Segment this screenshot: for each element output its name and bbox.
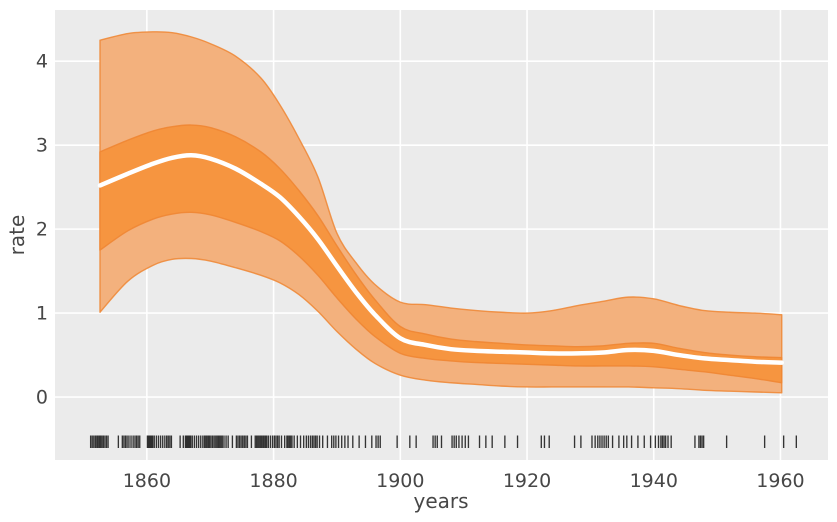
x-tick-label: 1960 — [756, 470, 804, 492]
y-axis-label: rate — [5, 214, 29, 256]
posterior-mean-line — [97, 152, 784, 365]
outer-credible-band — [99, 31, 783, 394]
y-tick-label: 2 — [36, 219, 48, 241]
x-axis-label: years — [413, 489, 469, 513]
y-tick-label: 4 — [36, 51, 48, 73]
y-tick-label: 3 — [36, 135, 48, 157]
x-tick-label: 1940 — [630, 470, 678, 492]
x-tick-label: 1860 — [123, 470, 171, 492]
x-tick-label: 1920 — [503, 470, 551, 492]
x-tick-label: 1900 — [376, 470, 424, 492]
y-tick-label: 1 — [36, 303, 48, 325]
x-tick-label: 1880 — [249, 470, 297, 492]
y-tick-label: 0 — [36, 387, 48, 409]
